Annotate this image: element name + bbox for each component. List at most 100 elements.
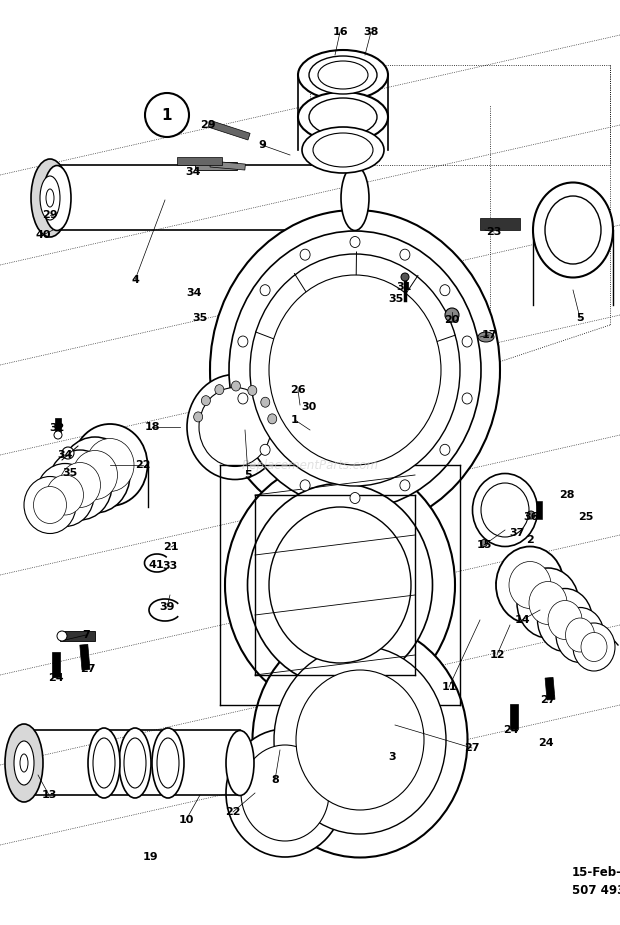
- Ellipse shape: [60, 462, 100, 508]
- Ellipse shape: [229, 231, 481, 509]
- Ellipse shape: [260, 285, 270, 296]
- Ellipse shape: [86, 438, 134, 491]
- Text: 22: 22: [225, 807, 241, 817]
- Ellipse shape: [260, 444, 270, 455]
- Bar: [510, 704, 518, 729]
- Ellipse shape: [193, 412, 203, 422]
- Ellipse shape: [480, 539, 487, 547]
- Text: ReplacementParts.com: ReplacementParts.com: [242, 459, 378, 472]
- Ellipse shape: [248, 386, 257, 396]
- Text: 29: 29: [200, 120, 216, 130]
- Ellipse shape: [400, 249, 410, 260]
- Ellipse shape: [31, 159, 69, 237]
- Ellipse shape: [250, 254, 460, 486]
- Text: 8: 8: [271, 775, 279, 785]
- Ellipse shape: [548, 600, 582, 639]
- Ellipse shape: [57, 631, 67, 641]
- Text: 24: 24: [503, 725, 519, 735]
- Ellipse shape: [124, 738, 146, 788]
- Ellipse shape: [40, 176, 60, 220]
- Text: 12: 12: [489, 650, 505, 660]
- Ellipse shape: [5, 724, 43, 802]
- Ellipse shape: [226, 731, 254, 796]
- Ellipse shape: [210, 210, 500, 530]
- Ellipse shape: [401, 273, 409, 281]
- Text: 40: 40: [35, 230, 51, 240]
- Text: 1: 1: [162, 107, 172, 122]
- Text: 17: 17: [481, 330, 497, 340]
- Ellipse shape: [298, 50, 388, 100]
- Ellipse shape: [309, 56, 377, 94]
- Text: 11: 11: [441, 682, 457, 692]
- Ellipse shape: [445, 308, 459, 322]
- Ellipse shape: [400, 480, 410, 491]
- Text: 5: 5: [244, 470, 252, 480]
- Text: 34: 34: [185, 167, 201, 177]
- Text: 35: 35: [192, 313, 208, 323]
- Ellipse shape: [225, 459, 455, 711]
- Text: 22: 22: [135, 460, 151, 470]
- Ellipse shape: [538, 588, 593, 651]
- Text: 3: 3: [388, 752, 396, 762]
- Ellipse shape: [62, 447, 74, 459]
- Ellipse shape: [440, 444, 450, 455]
- Ellipse shape: [20, 754, 28, 772]
- Ellipse shape: [296, 670, 424, 810]
- Ellipse shape: [313, 133, 373, 167]
- Ellipse shape: [46, 475, 84, 515]
- Text: 34: 34: [57, 450, 73, 460]
- Ellipse shape: [88, 728, 120, 798]
- Text: 23: 23: [486, 227, 502, 237]
- Ellipse shape: [93, 738, 115, 788]
- Ellipse shape: [60, 437, 130, 513]
- Text: 38: 38: [363, 27, 379, 37]
- Text: 25: 25: [578, 512, 594, 522]
- Ellipse shape: [202, 396, 210, 406]
- Text: 1: 1: [291, 415, 299, 425]
- Ellipse shape: [341, 166, 369, 230]
- Text: 15-Feb-04: 15-Feb-04: [572, 867, 620, 880]
- Ellipse shape: [226, 729, 344, 857]
- Text: 35: 35: [388, 294, 404, 304]
- Ellipse shape: [350, 492, 360, 503]
- Ellipse shape: [545, 196, 601, 264]
- Bar: [536, 501, 542, 519]
- Text: 29: 29: [42, 210, 58, 220]
- Ellipse shape: [268, 413, 277, 424]
- Bar: [60, 631, 95, 641]
- Text: 2: 2: [526, 535, 534, 545]
- Ellipse shape: [73, 450, 118, 500]
- Ellipse shape: [119, 728, 151, 798]
- Ellipse shape: [238, 336, 248, 347]
- Ellipse shape: [73, 424, 148, 506]
- Text: 13: 13: [42, 790, 56, 800]
- Ellipse shape: [318, 61, 368, 89]
- Text: 15: 15: [476, 540, 492, 550]
- Ellipse shape: [462, 336, 472, 347]
- Text: 33: 33: [162, 561, 177, 571]
- Text: 21: 21: [163, 542, 179, 552]
- Text: 39: 39: [159, 602, 175, 612]
- Ellipse shape: [24, 476, 76, 534]
- Ellipse shape: [269, 275, 441, 465]
- Bar: [208, 120, 250, 140]
- Text: 14: 14: [514, 615, 530, 625]
- Text: 24: 24: [48, 673, 64, 683]
- Ellipse shape: [481, 483, 529, 537]
- Text: 7: 7: [82, 630, 90, 640]
- Ellipse shape: [199, 388, 271, 466]
- Text: 27: 27: [80, 664, 95, 674]
- Ellipse shape: [302, 127, 384, 173]
- Bar: [545, 677, 555, 700]
- Text: 41: 41: [148, 560, 164, 570]
- Ellipse shape: [238, 393, 248, 404]
- Text: 4: 4: [131, 275, 139, 285]
- Text: 16: 16: [332, 27, 348, 37]
- Ellipse shape: [187, 375, 283, 479]
- Text: 31: 31: [396, 282, 412, 292]
- Ellipse shape: [298, 92, 388, 142]
- Ellipse shape: [581, 633, 607, 661]
- Text: 9: 9: [258, 140, 266, 150]
- Ellipse shape: [300, 249, 310, 260]
- Ellipse shape: [556, 608, 604, 662]
